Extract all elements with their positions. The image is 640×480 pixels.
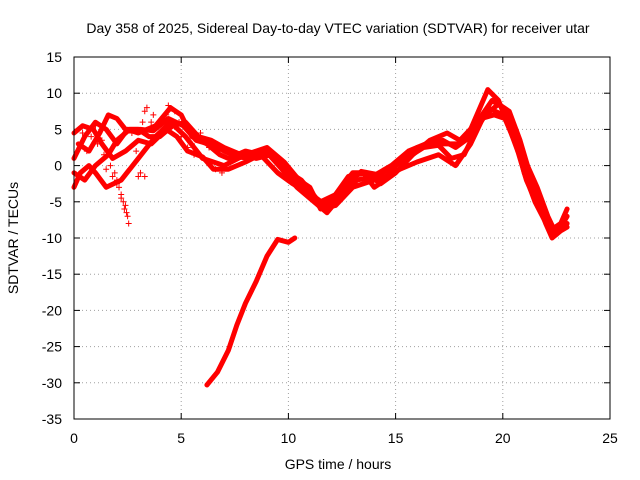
scatter-point [98,137,105,144]
scatter-point [188,140,195,147]
scatter-point [120,198,127,205]
scatter-point [201,137,208,144]
x-tick-label: 10 [281,430,297,446]
y-axis-label: SDTVAR / TECUs [5,182,21,294]
scatter-point [137,169,144,176]
y-tick-label: 0 [54,158,62,174]
y-tick-label: -30 [42,375,62,391]
data-series [71,87,570,388]
scatter-point [178,133,185,140]
scatter-point [101,151,108,158]
scatter-point [123,209,130,216]
scatter-point [143,104,150,111]
scatter-point [212,166,219,173]
scatter-point [150,111,157,118]
y-tick-label: -10 [42,230,62,246]
x-tick-label: 25 [602,430,618,446]
scatter-point [92,122,99,129]
scatter-point [109,173,116,180]
scatter-point [83,148,90,155]
scatter-points [79,102,225,227]
x-tick-label: 15 [388,430,404,446]
scatter-point [111,169,118,176]
x-tick-label: 20 [495,430,511,446]
scatter-point [139,119,146,126]
series-line-track-f [204,235,298,388]
scatter-point [158,115,165,122]
scatter-point [103,166,110,173]
plot-frame [73,56,611,420]
y-tick-label: -5 [50,194,63,210]
scatter-point [113,180,120,187]
y-tick-label: -20 [42,302,62,318]
y-tick-label: -25 [42,339,62,355]
chart-title: Day 358 of 2025, Sidereal Day-to-day VTE… [86,20,590,36]
scatter-point [121,206,128,213]
series-line-track-c [71,112,570,237]
scatter-point [141,173,148,180]
scatter-point [171,108,178,115]
x-axis-label: GPS time / hours [285,456,392,472]
series-line-track-e [75,101,568,234]
scatter-point [218,169,225,176]
scatter-point [197,130,204,137]
scatter-point [146,140,153,147]
scatter-point [163,111,170,118]
scatter-point [154,122,161,129]
series-line-track-a [71,105,570,234]
scatter-point [118,195,125,202]
y-tick-label: 15 [46,49,62,65]
scatter-point [94,140,101,147]
scatter-point [122,202,129,209]
scatter-point [116,184,123,191]
scatter-point [79,130,86,137]
scatter-point [88,133,95,140]
scatter-point [176,119,183,126]
scatter-point [191,151,198,158]
x-tick-label: 5 [177,430,185,446]
scatter-point [141,108,148,115]
y-tick-label: 10 [46,85,62,101]
scatter-point [206,144,213,151]
scatter-point [128,130,135,137]
y-tick-label: 5 [54,121,62,137]
scatter-point [165,102,172,109]
axis-ticks: 0 5 10 15 20 25 15 10 5 0 -5 -10 -15 -20 -25 -30 -35 [42,49,618,446]
scatter-point [133,148,140,155]
scatter-point [107,162,114,169]
scatter-point [125,220,132,227]
scatter-point [124,213,131,220]
scatter-point [184,144,191,151]
y-tick-label: -35 [42,411,62,427]
x-tick-label: 0 [70,430,78,446]
scatter-point [135,173,142,180]
y-tick-label: -15 [42,266,62,282]
scatter-point [148,119,155,126]
series-line-track-d [71,97,570,237]
grid [74,57,610,419]
